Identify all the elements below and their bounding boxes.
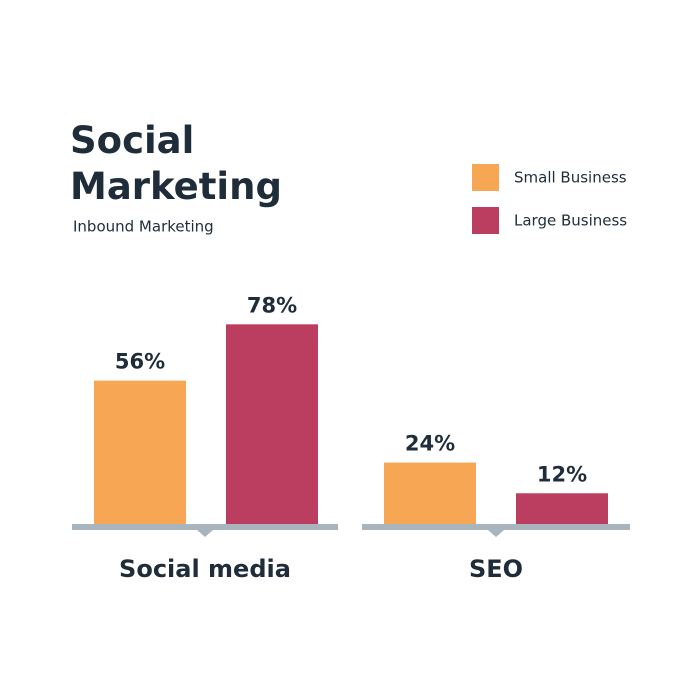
- legend-swatch: [472, 207, 499, 234]
- legend-label: Large Business: [514, 212, 627, 230]
- value-label: 78%: [247, 293, 297, 317]
- axis-line: [72, 524, 338, 530]
- axis-notch: [197, 530, 213, 537]
- value-label: 12%: [537, 462, 587, 486]
- chart-subtitle: Inbound Marketing: [73, 218, 214, 236]
- legend-label: Small Business: [514, 169, 627, 187]
- chart-title: Social Marketing: [70, 119, 282, 208]
- x-tick-label: SEO: [469, 555, 523, 583]
- x-tick-label: Social media: [119, 555, 291, 583]
- bar: [226, 324, 318, 524]
- legend-swatch: [472, 164, 499, 191]
- axis-line: [362, 524, 630, 530]
- bar: [384, 462, 476, 524]
- axis-notch: [488, 530, 504, 537]
- bar: [516, 493, 608, 524]
- value-label: 24%: [405, 432, 455, 456]
- value-label: 56%: [115, 350, 165, 374]
- bar: [94, 380, 186, 524]
